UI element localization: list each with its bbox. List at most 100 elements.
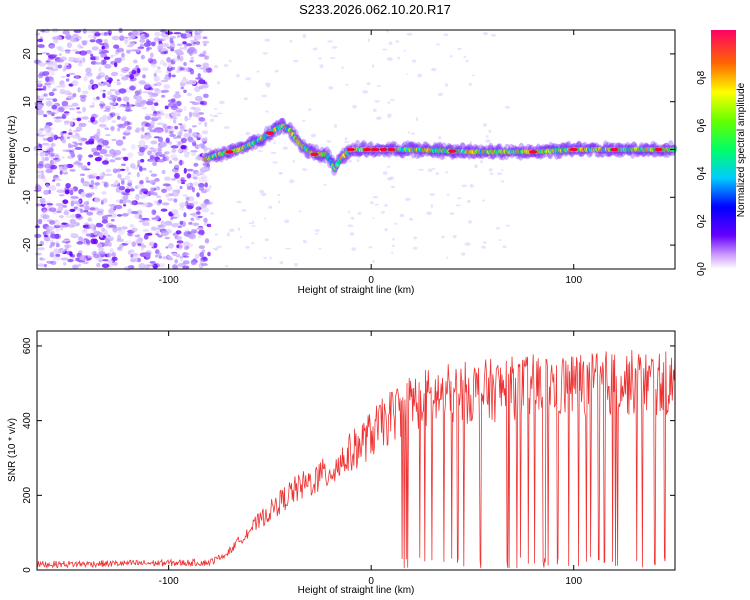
noise-speckle [70,144,74,148]
noise-speckle [491,33,496,37]
noise-speckle [74,222,80,227]
noise-speckle [186,186,194,191]
noise-speckle [164,220,173,226]
noise-speckle [167,193,174,197]
noise-speckle [55,116,64,119]
trace-peak [529,150,538,154]
noise-speckle [132,252,139,259]
colorbar-label: Normalized spectral amplitude [736,82,747,217]
noise-speckle [65,215,71,218]
noise-speckle [91,101,96,107]
noise-speckle [151,209,157,216]
noise-speckle [153,210,157,213]
noise-speckle [64,120,71,124]
noise-speckle [134,49,140,52]
noise-speckle [179,159,183,166]
noise-speckle [158,255,163,259]
noise-speckle [50,241,56,245]
noise-speckle [75,75,79,79]
noise-speckle [418,168,424,171]
noise-speckle [187,117,191,121]
noise-speckle [40,97,44,101]
noise-speckle [62,68,66,72]
noise-speckle [125,175,131,181]
noise-speckle [109,212,117,218]
noise-speckle [53,248,59,254]
noise-speckle [195,217,201,221]
noise-speckle [390,185,396,189]
spectrogram-y-label: Frequency (Hz) [7,116,18,185]
noise-speckle [189,39,196,43]
noise-speckle [114,204,123,210]
noise-speckle [157,66,161,70]
noise-speckle [140,124,145,127]
noise-speckle [117,127,121,132]
noise-speckle [147,126,153,131]
noise-speckle [392,237,395,241]
noise-speckle [189,68,195,75]
noise-speckle [165,246,169,249]
noise-speckle [157,234,163,238]
noise-speckle [191,186,196,193]
noise-speckle [80,45,84,49]
noise-speckle [93,253,100,259]
noise-speckle [238,227,241,231]
noise-speckle [96,243,103,249]
noise-speckle [214,64,218,69]
noise-speckle [163,62,168,67]
noise-speckle [65,183,71,189]
noise-speckle [196,192,200,198]
noise-speckle [121,67,130,70]
noise-speckle [72,93,77,98]
noise-speckle [58,248,66,254]
noise-speckle [55,226,60,233]
noise-speckle [465,59,469,63]
noise-speckle [140,158,145,163]
noise-speckle [184,245,189,250]
noise-speckle [37,95,41,99]
noise-speckle [188,111,193,118]
noise-speckle [72,135,79,139]
noise-speckle [182,260,190,265]
noise-speckle [191,131,198,138]
y-tick-label: 400 [22,412,33,429]
noise-speckle [261,94,268,98]
noise-speckle [172,264,178,269]
noise-speckle [195,40,201,46]
noise-speckle [446,194,451,196]
noise-speckle [196,211,201,215]
noise-speckle [310,133,317,138]
noise-speckle [114,184,119,188]
spectrogram-y-ticks: -20 -10 0 10 20 [22,48,675,252]
noise-speckle [52,179,56,182]
noise-speckle [136,257,141,263]
noise-speckle [312,47,318,51]
noise-speckle [319,64,324,69]
noise-speckle [102,160,109,165]
noise-speckle [190,56,195,60]
noise-speckle [192,222,200,226]
noise-speckle [433,141,436,144]
noise-speckle [130,253,134,258]
noise-speckle [58,194,65,197]
noise-speckle [302,34,307,38]
noise-speckle [384,154,389,158]
noise-speckle [205,147,212,151]
noise-speckle [44,156,49,161]
noise-speckle [154,88,162,94]
noise-speckle [46,203,54,206]
noise-speckle [211,115,218,118]
noise-speckle [341,66,344,70]
noise-speckle [445,171,449,174]
noise-speckle [155,215,160,220]
noise-speckle [186,168,194,172]
noise-speckle [150,140,158,145]
noise-speckle [139,146,146,153]
noise-speckle [80,137,88,141]
noise-speckle [71,80,79,86]
snr-series-line [36,349,676,570]
noise-speckle [95,56,99,61]
noise-speckle [105,214,113,217]
noise-speckle [93,120,99,124]
noise-speckle [438,136,442,140]
